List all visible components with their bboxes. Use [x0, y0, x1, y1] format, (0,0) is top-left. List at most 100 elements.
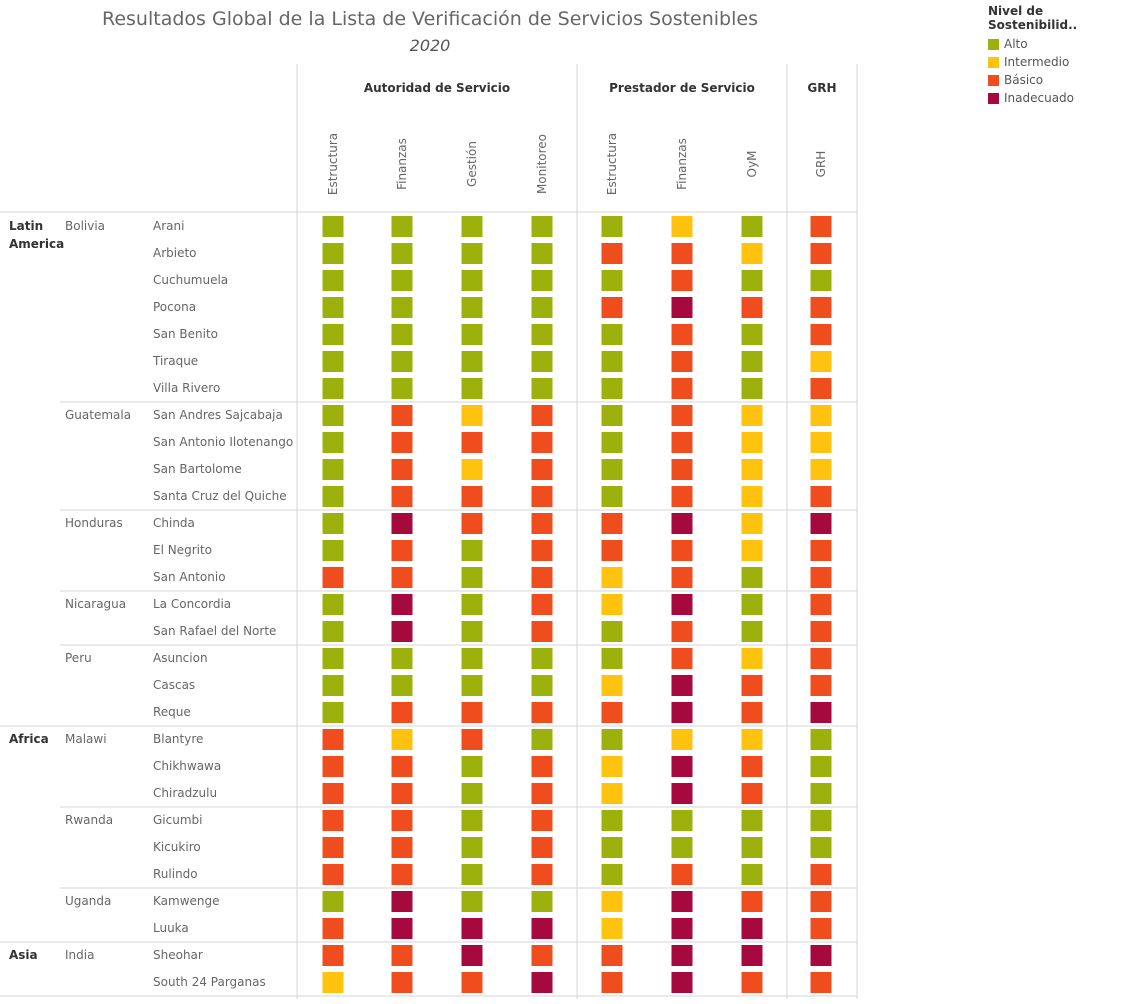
heatmap-cell[interactable]: San Bartolome: Básico	[531, 459, 553, 480]
heatmap-cell[interactable]: Reque: Inadecuado	[810, 702, 832, 723]
heatmap-cell[interactable]: San Antonio: Básico	[810, 567, 832, 588]
heatmap-cell[interactable]: Blantyre: Alto	[601, 729, 623, 750]
heatmap-cell[interactable]: San Rafael del Norte: Básico	[810, 621, 832, 642]
heatmap-cell[interactable]: Arbieto: Alto	[531, 243, 553, 264]
heatmap-cell[interactable]: Asuncion: Alto	[391, 648, 413, 669]
heatmap-cell[interactable]: San Andres Sajcabaja: Alto	[601, 405, 623, 426]
heatmap-cell[interactable]: Cuchumuela: Alto	[741, 270, 763, 291]
heatmap-cell[interactable]: San Benito: Alto	[531, 324, 553, 345]
heatmap-cell[interactable]: Chikhwawa: Inadecuado	[671, 756, 693, 777]
heatmap-cell[interactable]: Kicukiro: Alto	[601, 837, 623, 858]
heatmap-cell[interactable]: Cascas: Básico	[810, 675, 832, 696]
heatmap-cell[interactable]: Rulindo: Básico	[322, 864, 344, 885]
heatmap-cell[interactable]: Tiraque: Alto	[531, 351, 553, 372]
heatmap-cell[interactable]: San Antonio Ilotenango: Alto	[601, 432, 623, 453]
heatmap-cell[interactable]: Rulindo: Básico	[671, 864, 693, 885]
heatmap-cell[interactable]: Santa Cruz del Quiche: Alto	[322, 486, 344, 507]
heatmap-cell[interactable]: Chiradzulu: Básico	[391, 783, 413, 804]
heatmap-cell[interactable]: Chinda: Inadecuado	[391, 513, 413, 534]
heatmap-cell[interactable]: El Negrito: Básico	[601, 540, 623, 561]
heatmap-cell[interactable]: Villa Rivero: Alto	[601, 378, 623, 399]
heatmap-cell[interactable]: San Antonio: Alto	[741, 567, 763, 588]
heatmap-cell[interactable]: Rulindo: Alto	[741, 864, 763, 885]
heatmap-cell[interactable]: Luuka: Inadecuado	[461, 918, 483, 939]
heatmap-cell[interactable]: Cuchumuela: Alto	[531, 270, 553, 291]
heatmap-cell[interactable]: Gicumbi: Alto	[671, 810, 693, 831]
heatmap-cell[interactable]: Chinda: Alto	[322, 513, 344, 534]
heatmap-cell[interactable]: Tiraque: Alto	[391, 351, 413, 372]
heatmap-cell[interactable]: Santa Cruz del Quiche: Básico	[391, 486, 413, 507]
heatmap-cell[interactable]: Arani: Alto	[601, 216, 623, 237]
heatmap-cell[interactable]: La Concordia: Intermedio	[601, 594, 623, 615]
heatmap-cell[interactable]: San Antonio Ilotenango: Alto	[322, 432, 344, 453]
heatmap-cell[interactable]: Asuncion: Alto	[322, 648, 344, 669]
heatmap-cell[interactable]: Cascas: Alto	[391, 675, 413, 696]
legend-item-2[interactable]: Básico	[988, 71, 1127, 89]
heatmap-cell[interactable]: Pocona: Básico	[810, 297, 832, 318]
heatmap-cell[interactable]: San Andres Sajcabaja: Básico	[531, 405, 553, 426]
heatmap-cell[interactable]: Luuka: Intermedio	[601, 918, 623, 939]
heatmap-cell[interactable]: Arani: Alto	[322, 216, 344, 237]
heatmap-cell[interactable]: Arani: Alto	[531, 216, 553, 237]
heatmap-cell[interactable]: San Antonio: Básico	[671, 567, 693, 588]
heatmap-cell[interactable]: Villa Rivero: Básico	[810, 378, 832, 399]
legend-item-3[interactable]: Inadecuado	[988, 89, 1127, 107]
heatmap-cell[interactable]: Chiradzulu: Básico	[531, 783, 553, 804]
heatmap-cell[interactable]: Tiraque: Alto	[741, 351, 763, 372]
heatmap-cell[interactable]: Gicumbi: Alto	[601, 810, 623, 831]
heatmap-cell[interactable]: San Rafael del Norte: Alto	[601, 621, 623, 642]
heatmap-cell[interactable]: El Negrito: Básico	[531, 540, 553, 561]
heatmap-cell[interactable]: Kicukiro: Alto	[741, 837, 763, 858]
legend-item-0[interactable]: Alto	[988, 35, 1127, 53]
heatmap-cell[interactable]: Pocona: Básico	[741, 297, 763, 318]
heatmap-cell[interactable]: Kicukiro: Alto	[671, 837, 693, 858]
heatmap-cell[interactable]: Kicukiro: Alto	[461, 837, 483, 858]
heatmap-cell[interactable]: Chinda: Básico	[601, 513, 623, 534]
heatmap-cell[interactable]: San Benito: Alto	[322, 324, 344, 345]
heatmap-cell[interactable]: Arbieto: Alto	[461, 243, 483, 264]
heatmap-cell[interactable]: Chinda: Intermedio	[741, 513, 763, 534]
heatmap-cell[interactable]: San Benito: Básico	[810, 324, 832, 345]
heatmap-cell[interactable]: Sheohar: Inadecuado	[741, 945, 763, 966]
heatmap-cell[interactable]: Luuka: Básico	[810, 918, 832, 939]
heatmap-cell[interactable]: Rulindo: Alto	[601, 864, 623, 885]
heatmap-cell[interactable]: San Antonio Ilotenango: Intermedio	[741, 432, 763, 453]
heatmap-cell[interactable]: Luuka: Inadecuado	[531, 918, 553, 939]
heatmap-cell[interactable]: Reque: Básico	[531, 702, 553, 723]
heatmap-cell[interactable]: Arbieto: Básico	[671, 243, 693, 264]
heatmap-cell[interactable]: Gicumbi: Básico	[531, 810, 553, 831]
legend[interactable]: Nivel de Sostenibilid.. Alto Intermedio Bá…	[988, 4, 1127, 107]
heatmap-cell[interactable]: Arani: Alto	[741, 216, 763, 237]
heatmap-cell[interactable]: South 24 Parganas: Inadecuado	[671, 972, 693, 993]
heatmap-cell[interactable]: Chikhwawa: Alto	[461, 756, 483, 777]
heatmap-cell[interactable]: Chinda: Inadecuado	[671, 513, 693, 534]
heatmap-cell[interactable]: Gicumbi: Alto	[810, 810, 832, 831]
heatmap-cell[interactable]: Chikhwawa: Básico	[531, 756, 553, 777]
heatmap-cell[interactable]: La Concordia: Básico	[810, 594, 832, 615]
heatmap-cell[interactable]: Gicumbi: Básico	[391, 810, 413, 831]
heatmap-cell[interactable]: Villa Rivero: Básico	[671, 378, 693, 399]
heatmap-cell[interactable]: Asuncion: Alto	[461, 648, 483, 669]
heatmap-cell[interactable]: San Rafael del Norte: Básico	[531, 621, 553, 642]
heatmap-cell[interactable]: Cuchumuela: Básico	[671, 270, 693, 291]
heatmap-cell[interactable]: San Benito: Alto	[461, 324, 483, 345]
heatmap-cell[interactable]: Asuncion: Alto	[601, 648, 623, 669]
heatmap-cell[interactable]: San Bartolome: Intermedio	[741, 459, 763, 480]
heatmap-cell[interactable]: Asuncion: Intermedio	[741, 648, 763, 669]
heatmap-cell[interactable]: San Benito: Alto	[741, 324, 763, 345]
heatmap-cell[interactable]: San Benito: Alto	[391, 324, 413, 345]
heatmap-cell[interactable]: Arbieto: Intermedio	[741, 243, 763, 264]
heatmap-cell[interactable]: Tiraque: Básico	[671, 351, 693, 372]
heatmap-cell[interactable]: Chikhwawa: Básico	[391, 756, 413, 777]
heatmap-cell[interactable]: Blantyre: Intermedio	[741, 729, 763, 750]
heatmap-cell[interactable]: Santa Cruz del Quiche: Básico	[671, 486, 693, 507]
heatmap-cell[interactable]: Santa Cruz del Quiche: Básico	[531, 486, 553, 507]
heatmap-cell[interactable]: Blantyre: Intermedio	[671, 729, 693, 750]
heatmap-cell[interactable]: Kicukiro: Básico	[322, 837, 344, 858]
heatmap-cell[interactable]: Blantyre: Básico	[322, 729, 344, 750]
heatmap-cell[interactable]: El Negrito: Básico	[671, 540, 693, 561]
heatmap-cell[interactable]: Pocona: Básico	[601, 297, 623, 318]
heatmap-cell[interactable]: Arani: Alto	[391, 216, 413, 237]
heatmap-cell[interactable]: La Concordia: Alto	[322, 594, 344, 615]
heatmap-cell[interactable]: Reque: Básico	[461, 702, 483, 723]
